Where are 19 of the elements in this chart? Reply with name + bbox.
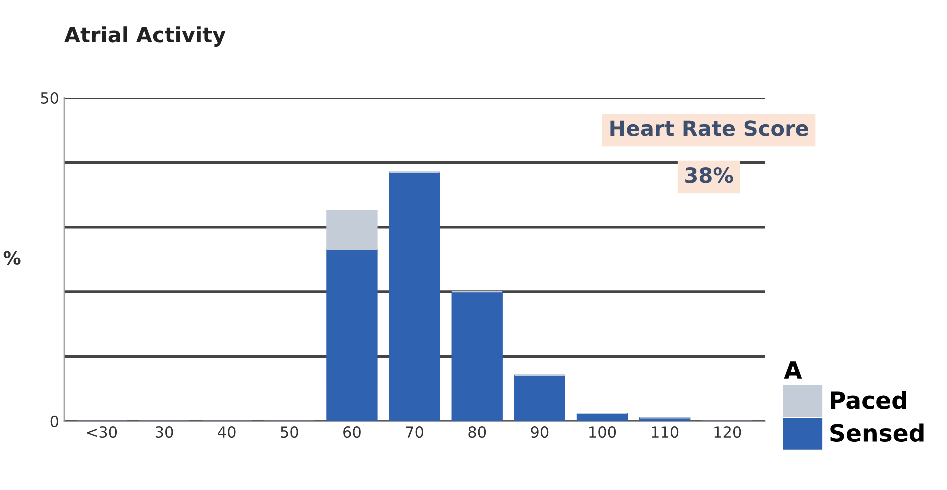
x-tick-label: 60 xyxy=(344,426,361,438)
x-tick-label: 100 xyxy=(590,426,616,438)
x-tick-label: 70 xyxy=(406,426,424,438)
annotation: 38% xyxy=(686,168,734,184)
x-tick-label: 90 xyxy=(531,426,549,438)
x-tick-label: 30 xyxy=(156,426,174,438)
x-tick-label: 110 xyxy=(652,426,679,438)
legend-label: Sensed xyxy=(830,424,924,442)
x-tick-label: 120 xyxy=(714,426,742,438)
x-tick-label: 80 xyxy=(468,426,486,438)
annotation: Heart Rate Score xyxy=(610,120,808,136)
legend-title: A xyxy=(784,362,802,379)
x-tick-label: 40 xyxy=(218,426,236,438)
legend-label: Paced xyxy=(831,391,906,410)
x-tick-label: 50 xyxy=(281,426,298,438)
y-tick-label: 0 xyxy=(50,416,59,428)
y-axis-title: % xyxy=(4,251,21,265)
x-tick-label: <30 xyxy=(87,426,118,438)
chart-title: Atrial Activity xyxy=(64,26,226,47)
